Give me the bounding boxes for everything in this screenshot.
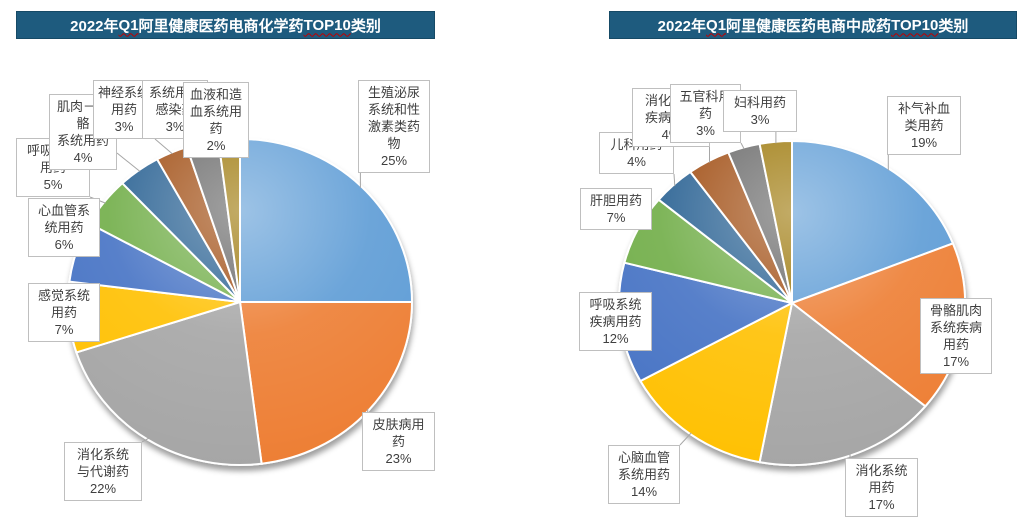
title-part: 2022年 — [70, 17, 119, 35]
pie-svg — [617, 132, 967, 466]
title-part: 2022年 — [657, 17, 707, 35]
pie-label: 肝胆用药 7% — [580, 188, 652, 230]
title-part-spellchecked: Q1 — [706, 16, 727, 34]
pie-label: 心脑血管 系统用药 14% — [608, 445, 680, 504]
title-part-spellchecked: TOP10 — [303, 16, 351, 34]
pie-svg — [67, 137, 414, 466]
leader-line — [116, 152, 141, 172]
chart-title-bar: 2022年 Q1 阿里健康医药电商中成药 TOP10 类别 — [609, 11, 1017, 39]
pie-label: 感觉系统 用药 7% — [28, 283, 100, 342]
pie-label: 皮肤病用 药 23% — [362, 412, 435, 471]
chart-tcm-top10: 2022年 Q1 阿里健康医药电商中成药 TOP10 类别 补气补血 类用药 19% 骨骼… — [517, 0, 1034, 525]
leader-line — [673, 173, 676, 187]
pie-highlight — [619, 141, 965, 465]
pie-label: 妇科用药 3% — [723, 90, 797, 132]
title-part: 阿里健康医药电商化学药 — [138, 17, 304, 35]
title-part: 类别 — [938, 17, 969, 35]
leader-line — [141, 437, 150, 443]
pie-highlight — [68, 139, 412, 465]
pie-label: 心血管系 统用药 6% — [28, 198, 100, 257]
leader-line — [679, 432, 692, 446]
pie-label: 血液和造 血系统用 药 2% — [183, 82, 249, 158]
chart-chemical-drugs-top10: 2022年 Q1 阿里健康医药电商化学药 TOP10 类别 生殖泌尿 系统和性 激素类药… — [16, 11, 435, 501]
title-part: 阿里健康医药电商中成药 — [726, 17, 892, 35]
title-part-spellchecked: Q1 — [118, 16, 139, 34]
pie-label: 补气补血 类用药 19% — [887, 96, 961, 155]
title-part-spellchecked: TOP10 — [891, 16, 939, 34]
pie-label: 消化系统 用药 17% — [845, 458, 918, 517]
leader-line — [740, 142, 745, 150]
pie-label: 生殖泌尿 系统和性 激素类药 物 25% — [358, 80, 430, 173]
pie-label: 骨骼肌肉 系统疾病 用药 17% — [920, 298, 992, 374]
pie-label: 消化系统 与代谢药 22% — [64, 442, 142, 501]
chart-title-bar: 2022年 Q1 阿里健康医药电商化学药 TOP10 类别 — [16, 11, 435, 39]
leader-line — [154, 138, 173, 155]
pie-label: 呼吸系统 疾病用药 12% — [579, 292, 652, 351]
title-part: 类别 — [350, 17, 381, 35]
